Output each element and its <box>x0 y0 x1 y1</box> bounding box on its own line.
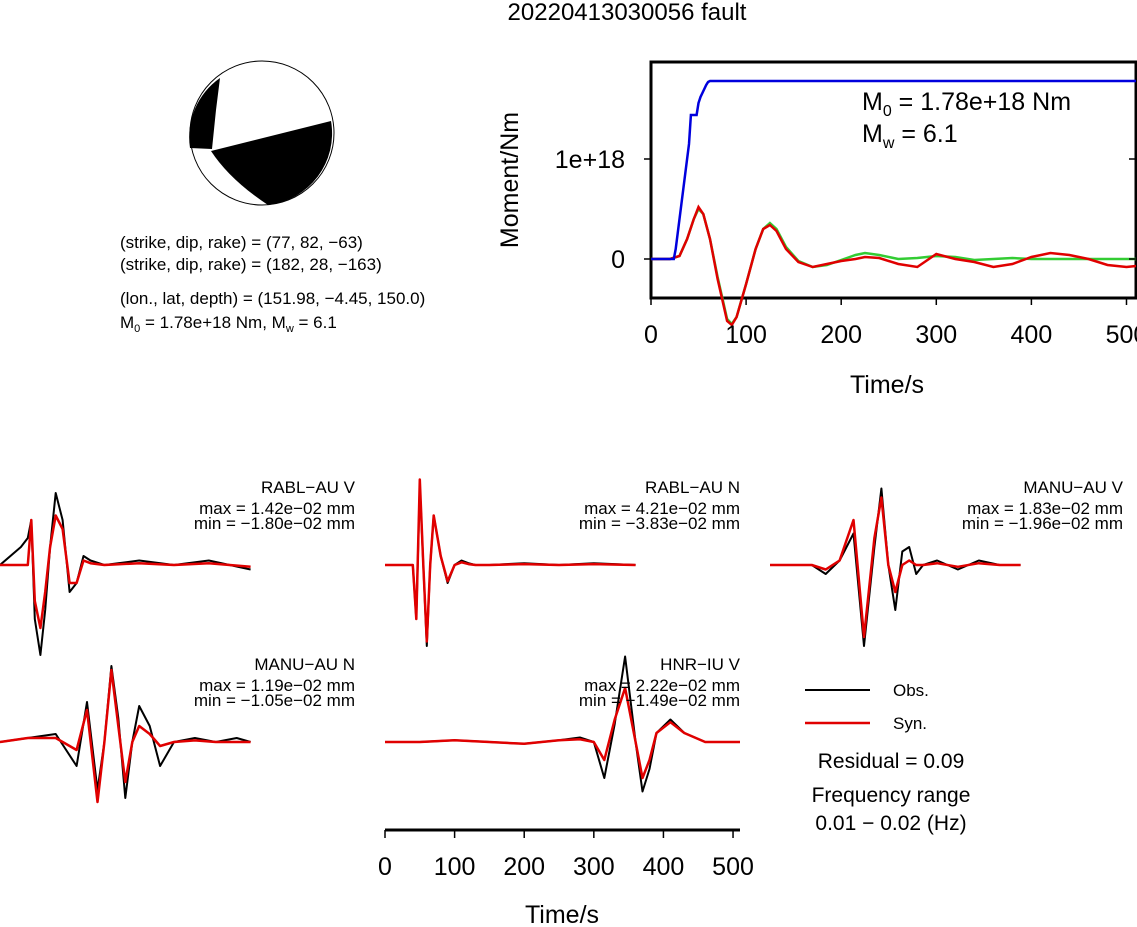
mech-line-1: (strike, dip, rake) = (77, 82, −63) <box>120 233 363 252</box>
waveform-x-tick-label: 400 <box>643 853 685 881</box>
station-label: MANU−AU N <box>254 655 355 674</box>
waveform-x-tick-label: 500 <box>712 853 754 881</box>
min-amplitude-label: min = −1.49e−02 mm <box>579 691 740 710</box>
moment-x-tick-label: 200 <box>820 321 862 349</box>
max-amplitude-label: max = 2.22e−02 mm <box>584 676 740 695</box>
mech-line-4: M0 = 1.78e+18 Nm, Mw = 6.1 <box>120 313 337 335</box>
moment-cumulative-line <box>651 79 1136 261</box>
mech-line-2: (strike, dip, rake) = (182, 28, −163) <box>120 255 382 274</box>
beachball-compressional-upper <box>189 78 220 149</box>
waveform-x-tick-label: 100 <box>434 853 476 881</box>
synthetic-waveform <box>770 496 1021 639</box>
station-label: MANU−AU V <box>1023 478 1123 497</box>
legend-obs-label: Obs. <box>893 681 929 700</box>
waveform-x-tick-label: 300 <box>573 853 615 881</box>
moment-x-tick-label: 0 <box>644 321 658 349</box>
synthetic-waveform <box>385 478 636 643</box>
moment-x-tick-label: 400 <box>1011 321 1053 349</box>
residual-text: Residual = 0.09 <box>818 750 965 773</box>
moment-x-tick-label: 500 <box>1106 321 1137 349</box>
moment-m0-annotation: M0 = 1.78e+18 Nm <box>862 88 1071 120</box>
synthetic-waveform <box>0 668 251 804</box>
moment-y-tick-label: 0 <box>611 246 625 274</box>
station-label: HNR−IU V <box>660 655 740 674</box>
station-label: RABL−AU N <box>645 478 740 497</box>
beachball-compressional-lower <box>211 121 333 205</box>
legend-syn-label: Syn. <box>893 714 927 733</box>
moment-series-group <box>651 79 1137 327</box>
max-amplitude-label: max = 4.21e−02 mm <box>584 499 740 518</box>
observed-waveform <box>0 665 251 799</box>
frequency-range-label: Frequency range <box>812 784 971 807</box>
legend: Obs. Syn. <box>805 681 929 733</box>
moment-mw-annotation: Mw = 6.1 <box>862 120 958 152</box>
focal-mechanism-beachball <box>189 60 335 206</box>
synthetic-waveform <box>385 686 740 780</box>
waveform-x-tick-label: 200 <box>503 853 545 881</box>
moment-x-tick-label: 300 <box>915 321 957 349</box>
moment-x-label: Time/s <box>850 371 924 399</box>
min-amplitude-label: min = −3.83e−02 mm <box>579 514 740 533</box>
waveform-x-axis: 0 100 200 300 400 500 <box>378 828 754 881</box>
min-amplitude-label: min = −1.96e−02 mm <box>962 514 1123 533</box>
min-amplitude-label: min = −1.80e−02 mm <box>194 514 355 533</box>
station-label: RABL−AU V <box>261 478 356 497</box>
max-amplitude-label: max = 1.19e−02 mm <box>199 676 355 695</box>
mech-line-3: (lon., lat, depth) = (151.98, −4.45, 150… <box>120 289 425 308</box>
moment-plot-frame <box>649 60 1137 300</box>
stf-red-line <box>651 204 1137 327</box>
moment-x-tick-label: 100 <box>725 321 767 349</box>
min-amplitude-label: min = −1.05e−02 mm <box>194 691 355 710</box>
frequency-range-value: 0.01 − 0.02 (Hz) <box>815 812 966 835</box>
moment-x-axis: 0 100 200 300 400 500 <box>644 298 1137 349</box>
moment-y-tick-label: 1e+18 <box>555 146 625 174</box>
moment-y-axis: 0 1e+18 <box>555 146 1136 274</box>
max-amplitude-label: max = 1.83e−02 mm <box>967 499 1123 518</box>
synthetic-waveform <box>0 514 251 630</box>
max-amplitude-label: max = 1.42e−02 mm <box>199 499 355 518</box>
moment-y-label: Moment/Nm <box>496 112 524 248</box>
waveform-x-label: Time/s <box>525 901 599 927</box>
waveform-x-tick-label: 0 <box>378 853 392 881</box>
moment-panel: 0 100 200 300 400 500 0 1e+18 Moment/Nm Time/s… <box>496 60 1137 399</box>
figure-title: 20220413030056 fault <box>508 0 747 26</box>
